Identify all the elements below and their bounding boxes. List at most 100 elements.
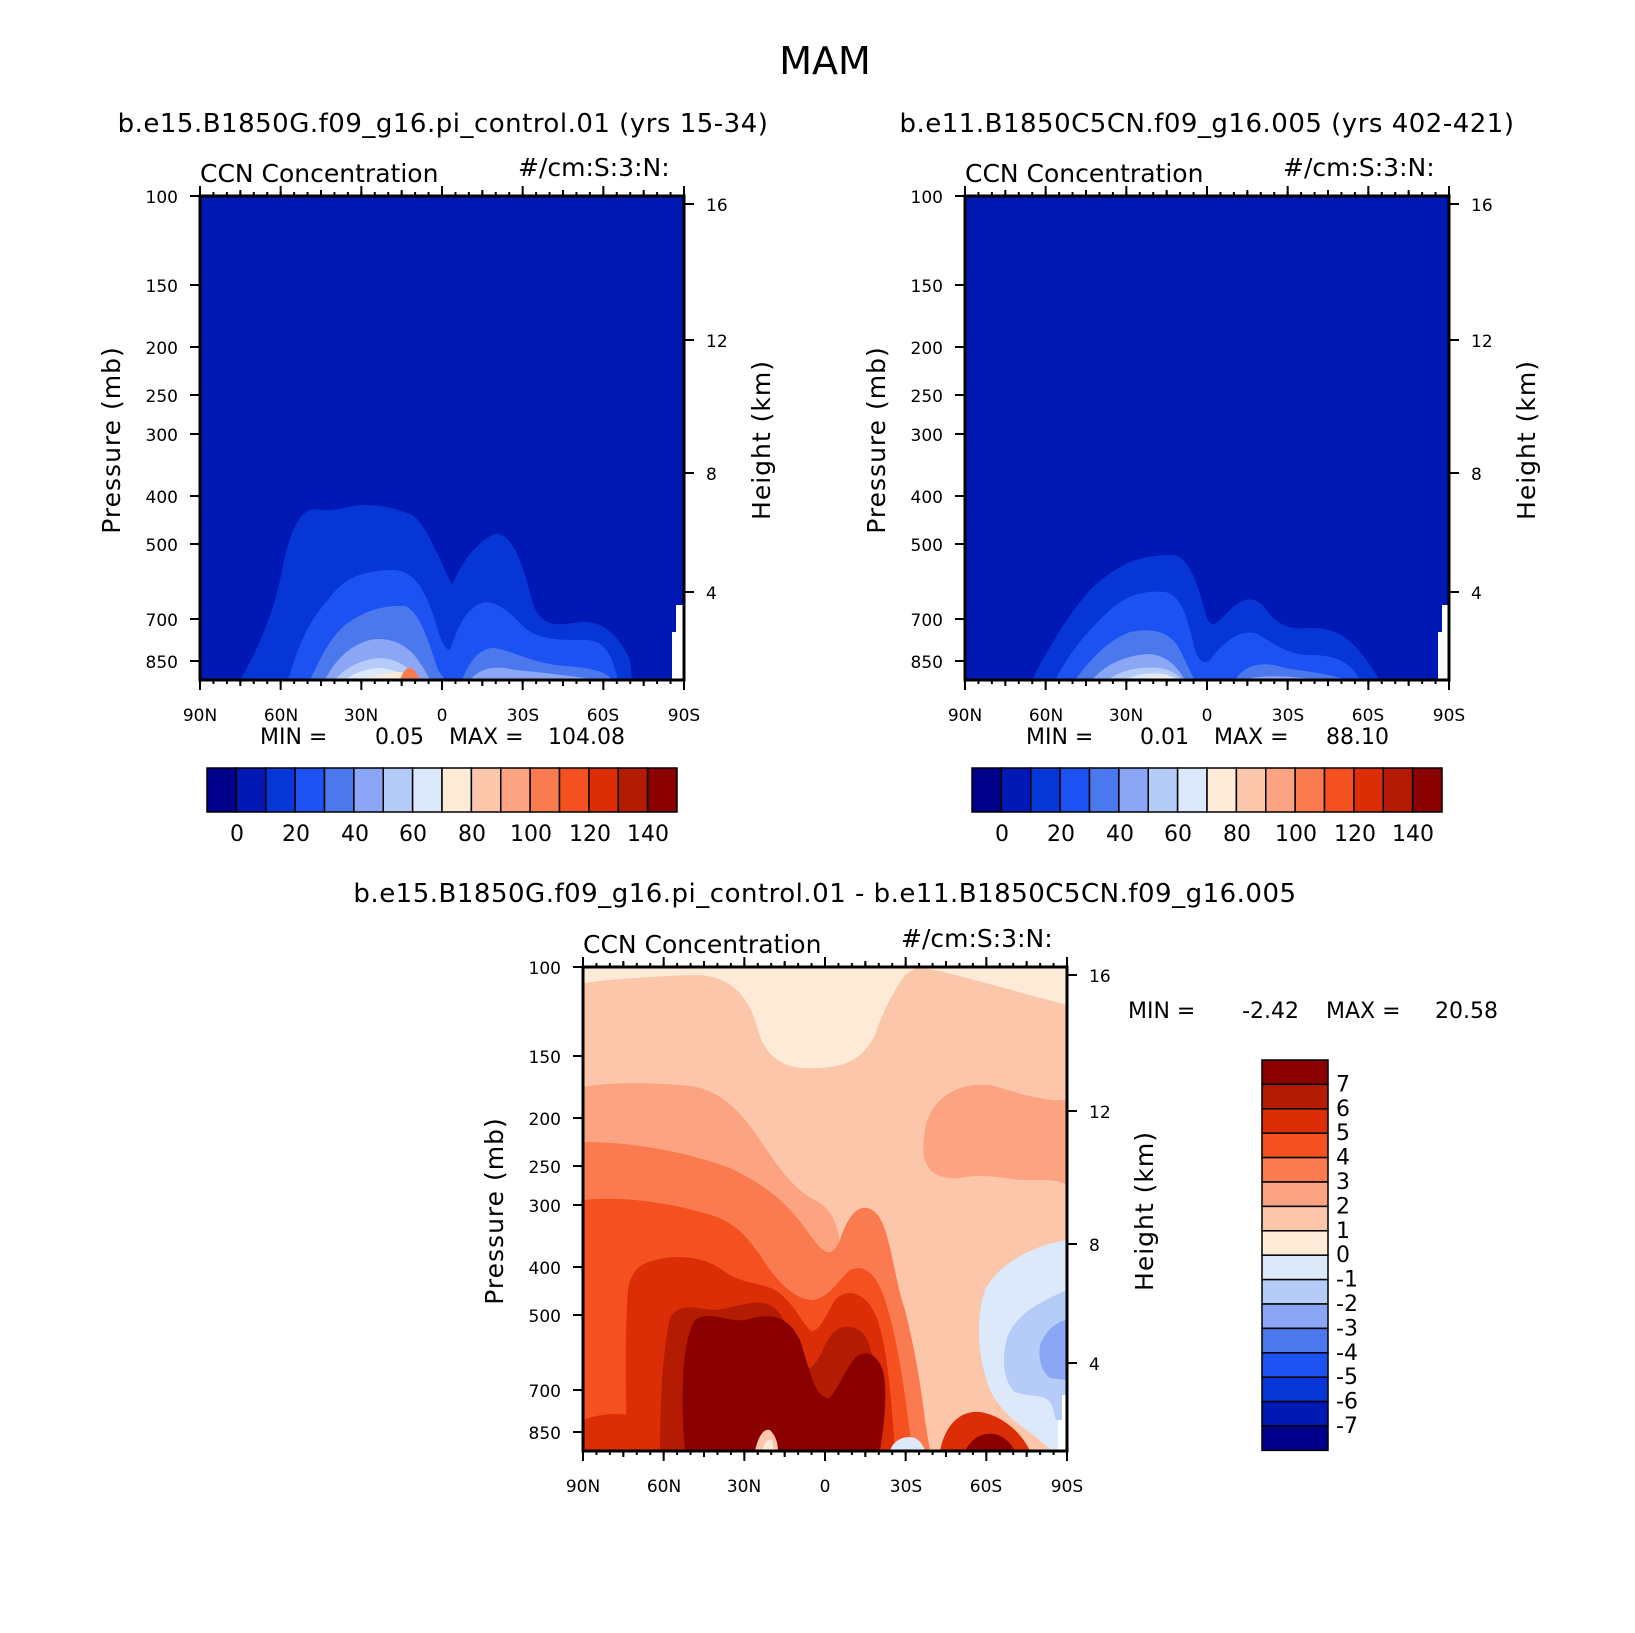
colorbar-label: 120 [569,822,611,847]
y-tick-label: 850 [911,653,943,673]
min-value: 0.01 [1140,725,1189,750]
panel-3-x-ticks: 90N 60N 30N 0 30S 60S 90S [566,1477,1083,1497]
y-tick-label: 700 [911,611,943,631]
colorbar-label: 0 [230,822,244,847]
panel-3: b.e15.B1850G.f09_g16.pi_control.01 - b.e… [353,879,1498,1497]
panel-2-colorbar [971,767,1443,813]
y-tick-label: 250 [146,387,178,407]
panel-3-stats: MIN = -2.42 MAX = 20.58 [1128,999,1498,1024]
figure-title: MAM [779,39,871,83]
height-tick-label: 16 [706,196,728,216]
colorbar-swatch [1235,767,1267,813]
colorbar-swatch [1261,1303,1329,1330]
colorbar-label: -7 [1336,1414,1358,1439]
colorbar-swatch [411,767,443,813]
colorbar-label: 4 [1336,1146,1350,1171]
colorbar-swatch [1261,1254,1329,1281]
y-tick-label: 700 [529,1382,561,1402]
colorbar-swatch [1323,767,1355,813]
height-tick-label: 8 [1089,1236,1100,1256]
colorbar-label: 0 [995,822,1009,847]
x-tick-label: 60N [264,706,298,726]
panel-1-ylabel-right: Height (km) [747,360,776,520]
colorbar-label: 100 [510,822,552,847]
height-tick-label: 12 [1089,1103,1111,1123]
colorbar-label: 20 [1047,822,1075,847]
height-tick-label: 4 [706,584,717,604]
colorbar-swatch [1000,767,1032,813]
panel-2-x-ticks: 90N 60N 30N 0 30S 60S 90S [948,706,1465,726]
x-tick-label: 60N [1029,706,1063,726]
panel-1-y-ticks: 100 150 200 250 300 400 500 700 850 [146,188,178,673]
max-value: 88.10 [1326,725,1389,750]
colorbar-swatch [1206,767,1238,813]
panel-2-ticks [955,186,1459,690]
colorbar-label: 1 [1336,1219,1350,1244]
colorbar-label: 40 [1106,822,1134,847]
panel-1-left-string: CCN Concentration [200,159,438,188]
x-tick-label: 60N [647,1477,681,1497]
max-label: MAX = [1326,999,1401,1024]
height-tick-label: 8 [706,465,717,485]
height-tick-label: 8 [1471,465,1482,485]
panel-3-title: b.e15.B1850G.f09_g16.pi_control.01 - b.e… [353,879,1296,909]
colorbar-swatch [470,767,502,813]
colorbar-swatch [206,767,238,813]
y-tick-label: 250 [529,1158,561,1178]
max-label: MAX = [1214,725,1289,750]
x-tick-label: 90S [1433,706,1465,726]
colorbar-swatch [971,767,1003,813]
y-tick-label: 400 [911,488,943,508]
y-tick-label: 100 [529,959,561,979]
colorbar-label: -3 [1336,1316,1358,1341]
panel-3-contour-level-7-spot [965,1433,1015,1451]
y-tick-label: 200 [146,339,178,359]
colorbar-swatch [1261,1352,1329,1378]
x-tick-label: 30N [727,1477,761,1497]
colorbar-swatch [1059,767,1091,813]
panel-1-ticks [190,186,694,690]
colorbar-swatch [1261,1278,1329,1305]
y-tick-label: 150 [146,277,178,297]
colorbar-label: -4 [1336,1341,1358,1366]
colorbar-swatch [1261,1059,1329,1086]
min-label: MIN = [260,725,327,750]
x-tick-label: 0 [820,1477,831,1497]
panel-2-missing-data [1438,605,1449,680]
panel-1-missing-data [672,605,684,680]
panel-3-colorbar [1261,1059,1329,1452]
colorbar-swatch [1118,767,1149,813]
panel-2-colorbar-labels: 0 20 40 60 80 100 120 140 [995,822,1434,847]
panel-3-y-ticks: 100 150 200 250 300 400 500 700 850 [529,959,561,1444]
y-tick-label: 100 [911,188,943,208]
colorbar-swatch [1261,1108,1329,1134]
panel-3-contour-warm-spot-center [762,1440,774,1451]
min-value: 0.05 [375,725,424,750]
colorbar-swatch [588,767,619,813]
max-label: MAX = [449,725,524,750]
colorbar-label: 40 [341,822,369,847]
colorbar-label: 20 [282,822,310,847]
colorbar-label: 6 [1336,1097,1350,1122]
max-value: 104.08 [548,725,625,750]
y-tick-label: 850 [529,1424,561,1444]
colorbar-label: 80 [458,822,486,847]
panel-2-stats: MIN = 0.01 MAX = 88.10 [1026,725,1389,750]
x-tick-label: 90N [948,706,982,726]
panel-1-stats: MIN = 0.05 MAX = 104.08 [260,725,625,750]
colorbar-swatch [1261,1181,1329,1208]
colorbar-swatch [1030,767,1061,813]
y-tick-label: 250 [911,387,943,407]
colorbar-swatch [1261,1376,1329,1403]
y-tick-label: 400 [529,1259,561,1279]
colorbar-swatch [235,767,267,813]
colorbar-swatch [1261,1083,1329,1110]
colorbar-swatch [1294,767,1326,813]
y-tick-label: 500 [146,536,178,556]
colorbar-label: 80 [1223,822,1251,847]
colorbar-label: -1 [1336,1268,1358,1293]
panel-3-y-ticks-right: 16 12 8 4 [1089,967,1111,1375]
panel-1-title: b.e15.B1850G.f09_g16.pi_control.01 (yrs … [118,109,769,139]
